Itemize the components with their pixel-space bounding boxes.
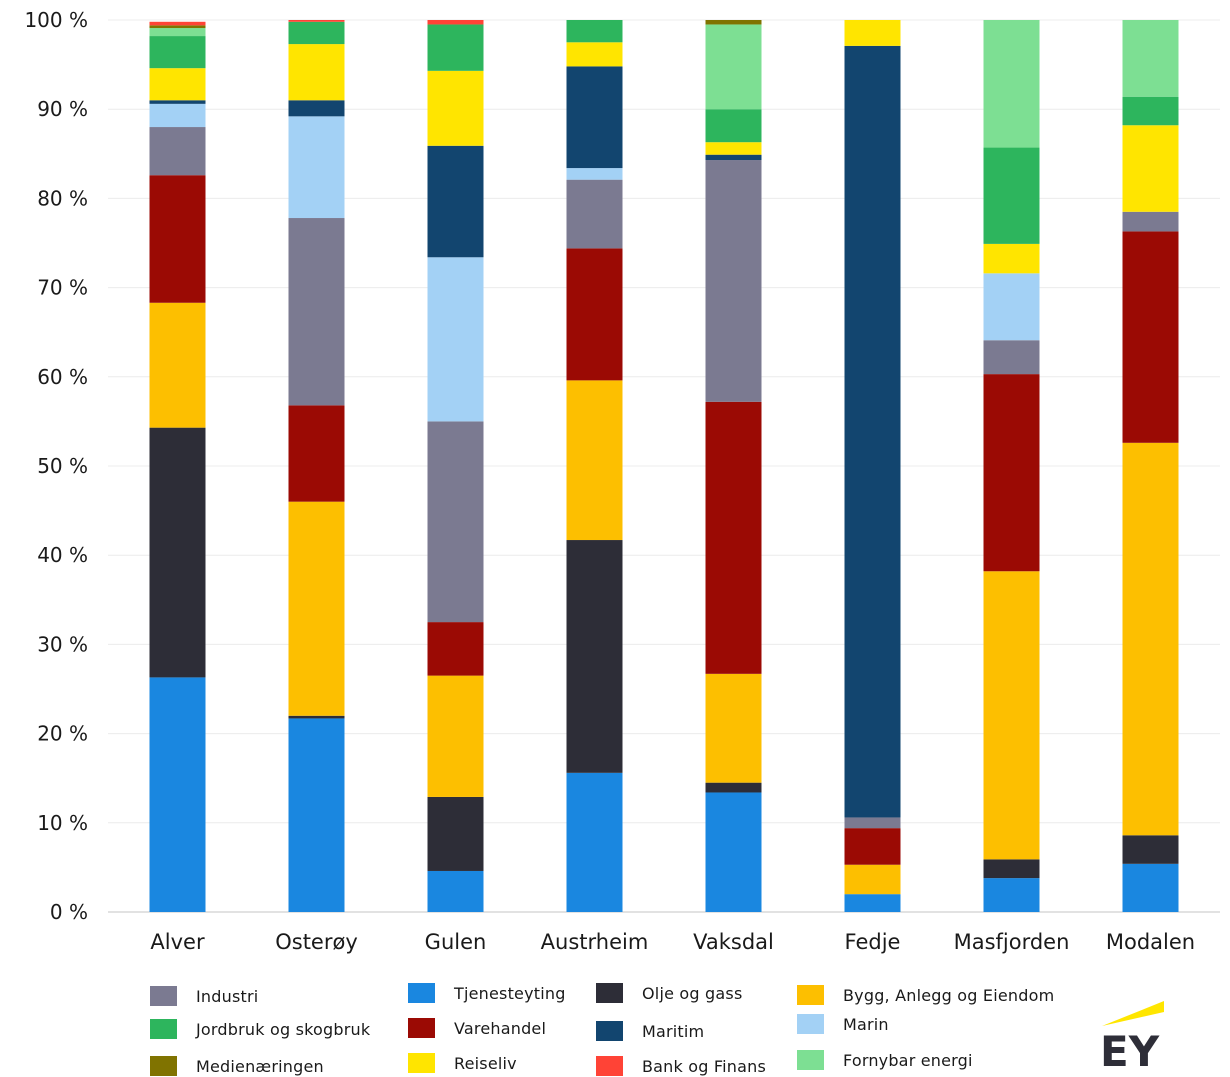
bar-segment — [149, 677, 206, 912]
y-tick-label: 50 % — [37, 454, 88, 478]
bar-segment — [705, 792, 762, 912]
bar-segment — [566, 179, 623, 249]
bar-segment — [566, 20, 623, 43]
bar-segment — [566, 42, 623, 67]
bar-segment — [1122, 442, 1179, 836]
bar-segment — [149, 68, 206, 101]
bar-segment — [149, 100, 206, 104]
bar-segment — [566, 248, 623, 381]
bar-segment — [288, 44, 345, 101]
bar-segment — [983, 571, 1040, 860]
bar-segment — [1122, 835, 1179, 864]
ey-logo-bar — [1102, 1001, 1164, 1026]
bar-segment — [288, 501, 345, 716]
bar-segment — [844, 864, 901, 895]
bar-segment — [1122, 231, 1179, 443]
bar-segment — [149, 427, 206, 678]
bar-segment — [566, 540, 623, 773]
ey-logo-text: EY — [1100, 1027, 1160, 1070]
bar-segment — [288, 21, 345, 45]
bar-segment — [983, 340, 1040, 375]
bar-segment — [705, 109, 762, 143]
y-tick-label: 60 % — [37, 365, 88, 389]
x-tick-label: Osterøy — [275, 930, 358, 954]
bar-segment — [288, 405, 345, 502]
x-tick-label: Gulen — [425, 930, 487, 954]
ey-logo: EY — [1100, 1001, 1164, 1070]
bar-segment — [1122, 20, 1179, 97]
bar-segment — [427, 870, 484, 912]
bar-segment — [566, 772, 623, 912]
bar-segment — [983, 243, 1040, 274]
x-tick-label: Masfjorden — [954, 930, 1070, 954]
bar-segment — [983, 878, 1040, 912]
y-tick-label: 70 % — [37, 276, 88, 300]
y-tick-label: 10 % — [37, 811, 88, 835]
y-tick-label: 40 % — [37, 543, 88, 567]
bar-segment — [705, 142, 762, 155]
y-tick-label: 90 % — [37, 97, 88, 121]
x-tick-label: Modalen — [1106, 930, 1195, 954]
bar-segment — [149, 175, 206, 303]
bar-segment — [149, 25, 206, 29]
bar-segment — [983, 859, 1040, 879]
bar-segment — [1122, 96, 1179, 126]
bar-segment — [427, 70, 484, 146]
bar-segment — [566, 168, 623, 180]
bar-segment — [1122, 125, 1179, 212]
y-tick-label: 100 % — [24, 8, 88, 32]
bar-segment — [288, 218, 345, 406]
bar-segment — [705, 401, 762, 674]
bar-segment — [288, 116, 345, 219]
bar-segment — [983, 147, 1040, 244]
bar-segment — [705, 154, 762, 161]
y-tick-label: 0 % — [50, 900, 88, 924]
bar-segment — [427, 145, 484, 258]
bar-segment — [288, 718, 345, 912]
bar-segment — [983, 20, 1040, 148]
bar-segment — [288, 20, 345, 22]
bar-segment — [427, 257, 484, 422]
bar-segment — [427, 24, 484, 71]
x-tick-label: Fedje — [845, 930, 901, 954]
bar-segment — [844, 45, 901, 818]
bar-segment — [288, 100, 345, 117]
bar-segment — [149, 28, 206, 37]
bar-segment — [149, 302, 206, 428]
bar-segment — [427, 622, 484, 676]
bar-segment — [844, 894, 901, 912]
y-tick-label: 30 % — [37, 632, 88, 656]
bar-segment — [844, 817, 901, 829]
bar-segment — [844, 20, 901, 46]
bar-segment — [149, 127, 206, 176]
bar-segment — [427, 421, 484, 623]
bar-segment — [427, 675, 484, 797]
bar-segment — [983, 374, 1040, 572]
y-tick-label: 80 % — [37, 186, 88, 210]
bar-segment — [705, 673, 762, 783]
bar-segment — [705, 24, 762, 110]
bar-segment — [983, 273, 1040, 341]
bar-segment — [288, 715, 345, 719]
bar-segment — [427, 20, 484, 25]
bar-segment — [566, 380, 623, 541]
y-tick-label: 20 % — [37, 722, 88, 746]
x-tick-label: Vaksdal — [693, 930, 774, 954]
x-tick-label: Alver — [150, 930, 205, 954]
bar-segment — [705, 20, 762, 25]
x-tick-label: Austrheim — [541, 930, 649, 954]
bar-segment — [566, 66, 623, 169]
bar-segment — [1122, 211, 1179, 232]
bar-segment — [149, 103, 206, 128]
bar-segment — [149, 21, 206, 26]
bar-segment — [705, 160, 762, 402]
bar-segment — [844, 828, 901, 865]
bar-segment — [149, 36, 206, 69]
bar-segment — [427, 796, 484, 871]
bar-segment — [705, 782, 762, 793]
bar-segment — [1122, 863, 1179, 912]
